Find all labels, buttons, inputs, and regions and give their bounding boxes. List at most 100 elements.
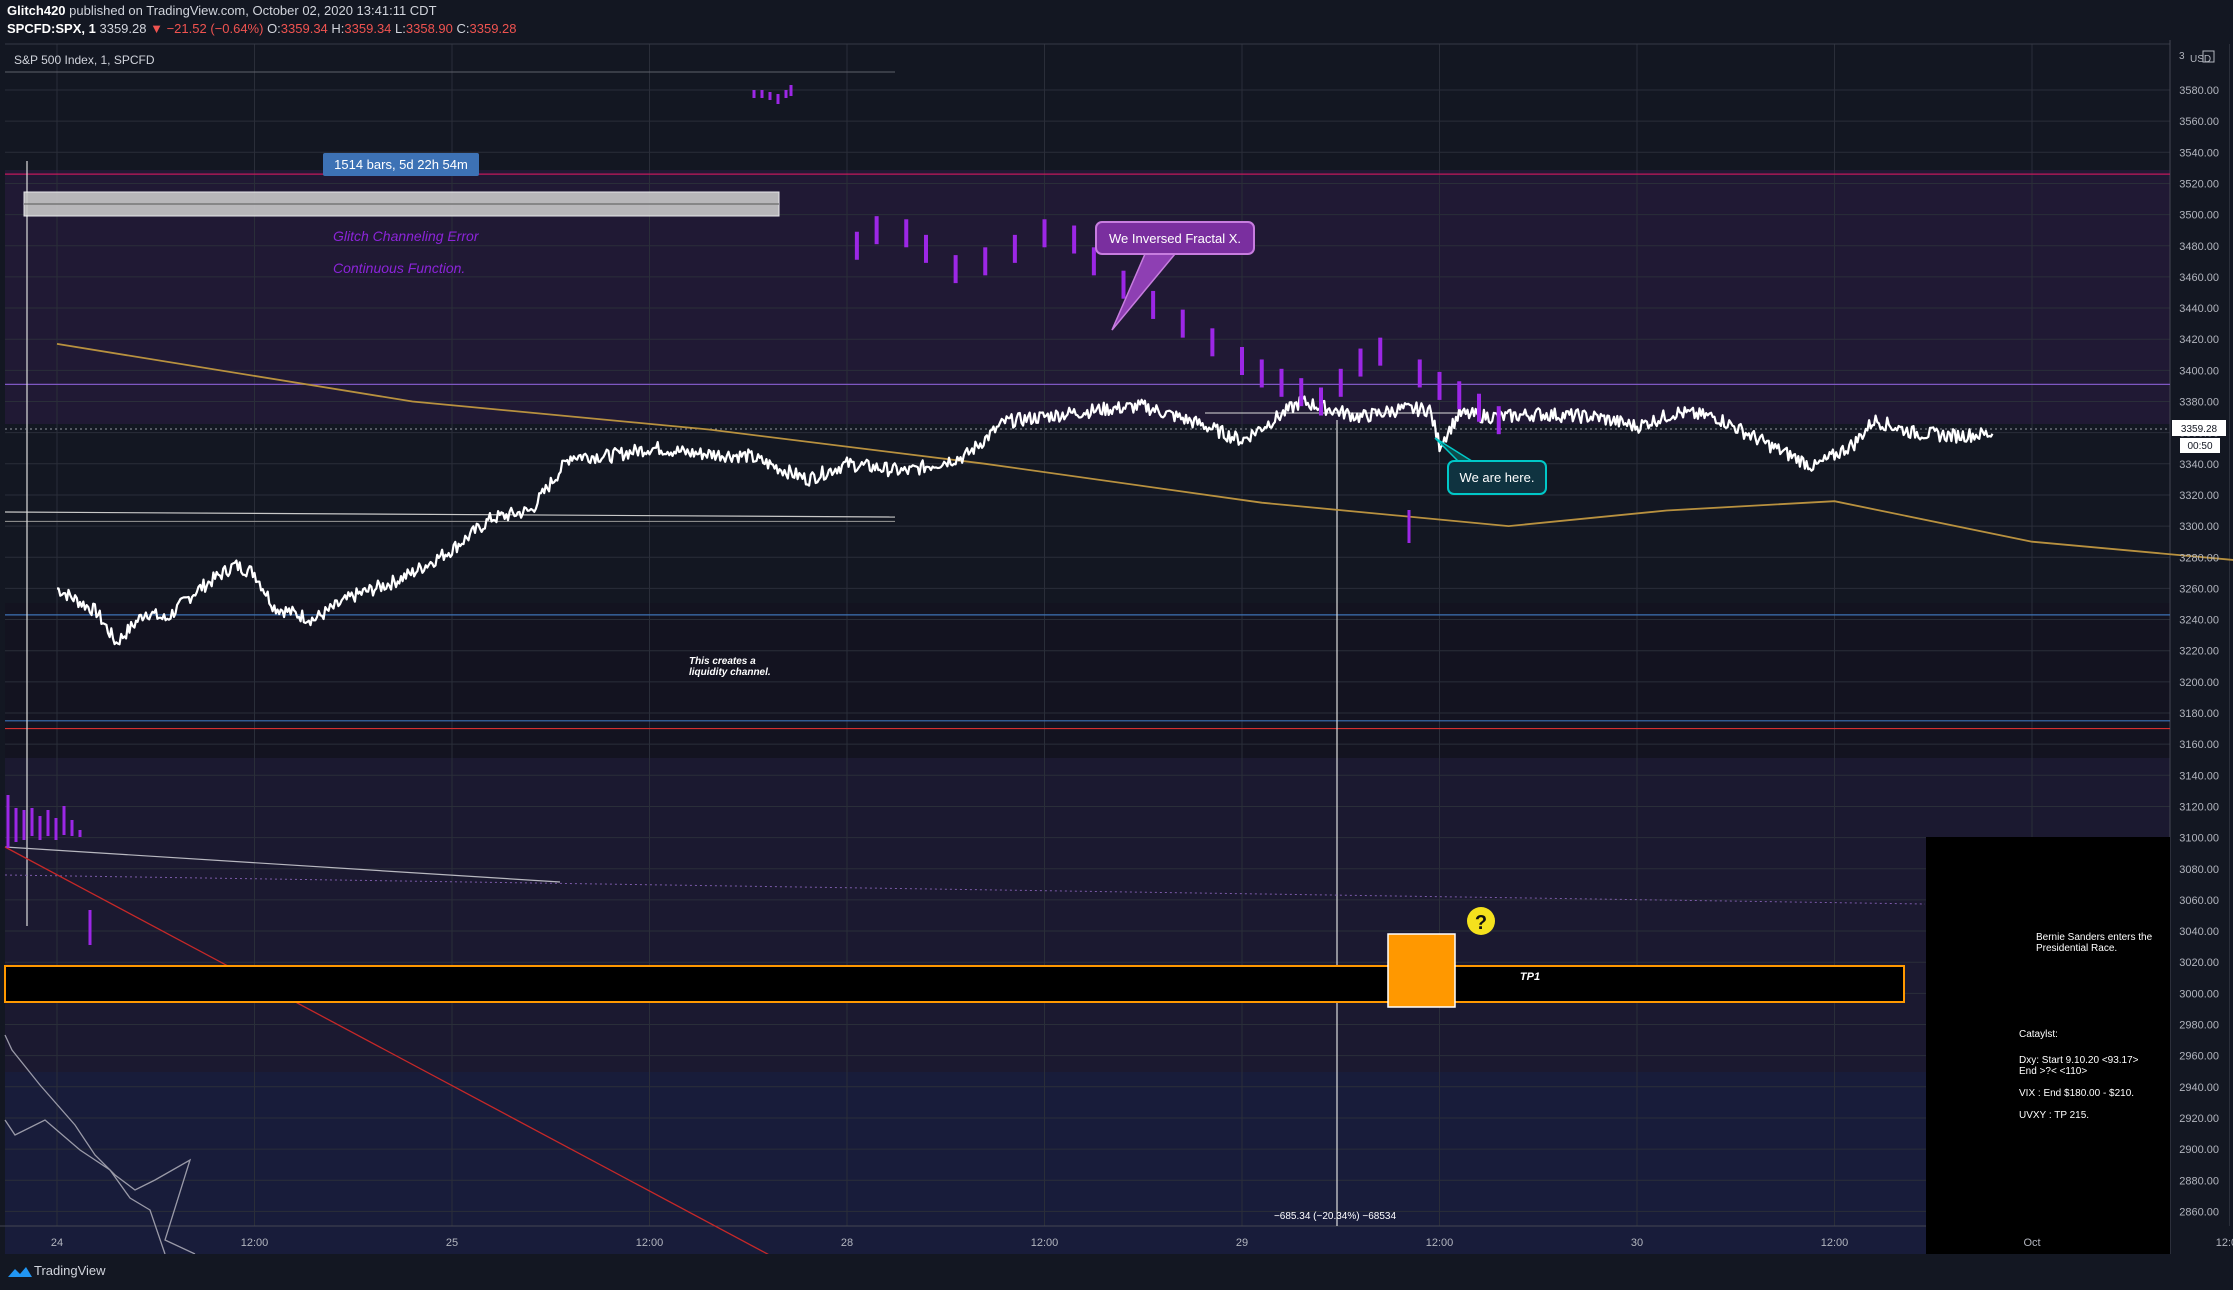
footer-bar: TradingView xyxy=(0,1254,2233,1290)
purple-candle xyxy=(854,231,859,260)
price-tick-label: 3120.00 xyxy=(2179,801,2219,813)
price-tick-label: 3500.00 xyxy=(2179,210,2219,222)
time-tick-label: 12:00 xyxy=(2216,1237,2233,1249)
grey-zigzag-lower xyxy=(4,1119,166,1254)
side-catalyst-title: Cataylst: xyxy=(2019,1029,2058,1040)
price-tick-label: 3480.00 xyxy=(2179,241,2219,253)
last-price-tag-text: 3359.28 xyxy=(2181,424,2218,435)
purple-candle xyxy=(1240,347,1244,376)
measure-label: −685.34 (−20.34%) −68534 xyxy=(1274,1211,1396,1222)
price-tick-label: 2860.00 xyxy=(2179,1206,2219,1218)
tp1-label: TP1 xyxy=(1520,971,1540,983)
currency-label: USD xyxy=(2190,54,2211,65)
high-label: H: xyxy=(331,21,345,36)
price-tick-label: 3220.00 xyxy=(2179,646,2219,658)
publish-info: published on TradingView.com, October 02… xyxy=(69,3,437,18)
price-tick-label: 3060.00 xyxy=(2179,895,2219,907)
price-tick-label: 3460.00 xyxy=(2179,272,2219,284)
price-tick-label: 3180.00 xyxy=(2179,708,2219,720)
question-icon[interactable] xyxy=(1467,907,1495,935)
axis-top-digit: 3 xyxy=(2179,51,2185,62)
here-callout[interactable]: We are here. xyxy=(1434,437,1547,495)
time-tick-label: 12:00 xyxy=(1426,1237,1454,1249)
purple-candle xyxy=(924,234,928,263)
currency-lock-icon[interactable] xyxy=(2202,50,2215,63)
price-tick-label: 3440.00 xyxy=(2179,303,2219,315)
time-tick-label: 12:00 xyxy=(636,1237,664,1249)
purple-candle xyxy=(1072,225,1077,254)
purple-candle xyxy=(1180,309,1185,338)
liquidity-note-line1: This creates a xyxy=(689,656,756,667)
fractal-callout[interactable]: We Inversed Fractal X. xyxy=(1095,221,1255,331)
price-tick-label: 3540.00 xyxy=(2179,147,2219,159)
purple-candle xyxy=(1496,406,1501,435)
price-tick-label: 3580.00 xyxy=(2179,85,2219,97)
purple-candle xyxy=(1259,359,1264,388)
price-tick-label: 3000.00 xyxy=(2179,988,2219,1000)
red-trendline[interactable] xyxy=(4,846,790,1254)
purple-candle xyxy=(1457,381,1462,410)
bars-label: 1514 bars, 5d 22h 54m xyxy=(334,157,468,172)
purple-candle xyxy=(1437,371,1442,400)
side-uvxy: UVXY : TP 215. xyxy=(2019,1110,2089,1121)
countdown-tag xyxy=(2180,438,2220,453)
moving-average-line[interactable] xyxy=(56,343,2233,581)
side-panel-background xyxy=(1926,837,2170,1254)
price-tick-label: 3160.00 xyxy=(2179,739,2219,751)
last-price-tag xyxy=(2172,420,2226,436)
author-name[interactable]: Glitch420 xyxy=(7,3,66,18)
glitch-note-line2: Continuous Function. xyxy=(333,260,465,276)
purple-candle xyxy=(1012,234,1017,263)
time-tick-label: 29 xyxy=(1236,1237,1248,1249)
bars-label-box xyxy=(323,153,479,176)
price-tick-label: 3100.00 xyxy=(2179,833,2219,845)
price-tick-label: 2900.00 xyxy=(2179,1144,2219,1156)
lower-zone xyxy=(5,758,2170,1112)
tradingview-logo-icon[interactable] xyxy=(7,1264,33,1280)
purple-candle xyxy=(1299,378,1304,407)
orange-target-box[interactable] xyxy=(1387,933,1456,1008)
countdown-tag-text: 00:50 xyxy=(2187,441,2212,452)
price-tick-label: 3320.00 xyxy=(2179,490,2219,502)
low-value: 3358.90 xyxy=(405,21,453,36)
purple-candle xyxy=(1417,359,1422,388)
tradingview-brand[interactable]: TradingView xyxy=(34,1263,106,1278)
time-tick-label: 30 xyxy=(1631,1237,1643,1249)
high-value: 3359.34 xyxy=(344,21,392,36)
purple-candle xyxy=(1279,368,1284,397)
purple-dotted-trend[interactable] xyxy=(4,874,1926,905)
price-series-line[interactable] xyxy=(57,395,1994,646)
price-tick-label: 3400.00 xyxy=(2179,365,2219,377)
glitch-note-line1: Glitch Channeling Error xyxy=(333,228,480,244)
grid-lines xyxy=(5,44,2230,1226)
purple-candle xyxy=(904,219,909,248)
change-label: ▼ −21.52 (−0.64%) xyxy=(150,21,264,36)
close-value: 3359.28 xyxy=(469,21,517,36)
time-tick-label: 28 xyxy=(841,1237,853,1249)
tp1-zone[interactable] xyxy=(4,965,1905,1003)
last-price: 3359.28 xyxy=(99,21,147,36)
purple-candle xyxy=(1338,368,1343,397)
price-tick-label: 3080.00 xyxy=(2179,864,2219,876)
bottom-zone xyxy=(5,1072,2170,1254)
time-tick-label: 25 xyxy=(446,1237,458,1249)
price-tick-label: 3260.00 xyxy=(2179,583,2219,595)
close-label: C: xyxy=(456,21,470,36)
grey-trendline[interactable] xyxy=(4,846,561,883)
horizontal-ray[interactable] xyxy=(4,511,896,518)
price-axis-ticks: 3580.00 3560.00 3540.00 3520.00 3500.00 3480.… xyxy=(2179,85,2219,1218)
symbol-label: SPCFD:SPX, 1 xyxy=(7,21,96,36)
side-vix: VIX : End $180.00 - $210. xyxy=(2019,1088,2134,1099)
purple-fragments xyxy=(6,85,1411,945)
ohlc-line: SPCFD:SPX, 1 3359.28 ▼ −21.52 (−0.64%) O… xyxy=(7,21,517,36)
side-dxy-line2: End >?< <110> xyxy=(2019,1066,2087,1077)
time-axis-ticks: 24 12:00 25 12:00 28 12:00 29 12:00 30 12:00 Oct 12… xyxy=(51,1237,2233,1249)
price-tick-label: 3300.00 xyxy=(2179,521,2219,533)
open-label: O: xyxy=(267,21,281,36)
price-tick-label: 2980.00 xyxy=(2179,1020,2219,1032)
series-legend[interactable]: S&P 500 Index, 1, SPCFD xyxy=(14,53,155,67)
time-tick-label: 12:00 xyxy=(1031,1237,1059,1249)
low-label: L: xyxy=(395,21,406,36)
price-chart[interactable]: 1514 bars, 5d 22h 54m Glitch Channeling … xyxy=(0,40,2233,1254)
purple-candle xyxy=(1151,290,1156,319)
